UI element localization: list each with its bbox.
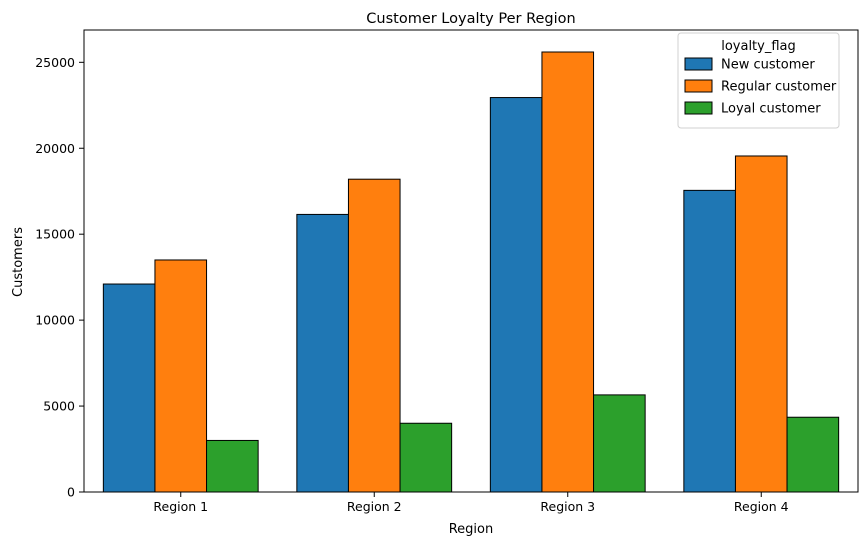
y-axis: 0 5000 10000 15000 20000 25000 bbox=[35, 55, 84, 500]
bar-new-customer-3 bbox=[489, 97, 543, 493]
bar-loyal-customer-2 bbox=[399, 422, 453, 493]
bar-regular-customer-1 bbox=[154, 259, 208, 493]
bar-regular-customer-4 bbox=[734, 155, 788, 493]
axes-frame bbox=[83, 29, 859, 493]
legend-label: New customer bbox=[721, 58, 815, 73]
x-tick-label: Region 2 bbox=[347, 499, 402, 514]
bar-loyal-customer-4 bbox=[786, 416, 840, 493]
legend-label: Loyal customer bbox=[721, 102, 821, 117]
x-tick-label: Region 4 bbox=[734, 499, 789, 514]
y-axis-title: Customers bbox=[11, 227, 26, 297]
x-tick-label: Region 1 bbox=[153, 499, 208, 514]
y-tick-label: 0 bbox=[67, 485, 75, 500]
bar-new-customer-1 bbox=[102, 283, 156, 493]
bar-regular-customer-3 bbox=[541, 51, 595, 493]
x-tick-label: Region 3 bbox=[540, 499, 595, 514]
legend-label: Regular customer bbox=[721, 80, 837, 95]
bar-new-customer-4 bbox=[683, 189, 736, 493]
bar-loyal-customer-1 bbox=[206, 439, 259, 493]
y-tick-label: 25000 bbox=[35, 55, 75, 70]
chart-title: Customer Loyalty Per Region bbox=[366, 11, 575, 27]
legend: loyalty_flag New customer Regular custome… bbox=[677, 32, 840, 129]
legend-frame bbox=[677, 32, 840, 129]
x-axis: Region 1 Region 2 Region 3 Region 4 bbox=[153, 492, 789, 514]
legend-swatch bbox=[684, 79, 713, 93]
bar-new-customer-2 bbox=[296, 213, 349, 493]
legend-swatch bbox=[684, 57, 713, 71]
y-tick-label: 20000 bbox=[35, 141, 75, 156]
bar-regular-customer-2 bbox=[347, 178, 401, 493]
plot-area bbox=[83, 29, 859, 493]
y-tick-label: 15000 bbox=[35, 227, 75, 242]
legend-title: loyalty_flag bbox=[721, 39, 796, 54]
bar-loyal-customer-3 bbox=[593, 394, 646, 493]
legend-swatch bbox=[684, 101, 713, 115]
x-axis-title: Region bbox=[449, 522, 494, 537]
y-tick-label: 5000 bbox=[43, 399, 75, 414]
y-tick-label: 10000 bbox=[35, 313, 75, 328]
